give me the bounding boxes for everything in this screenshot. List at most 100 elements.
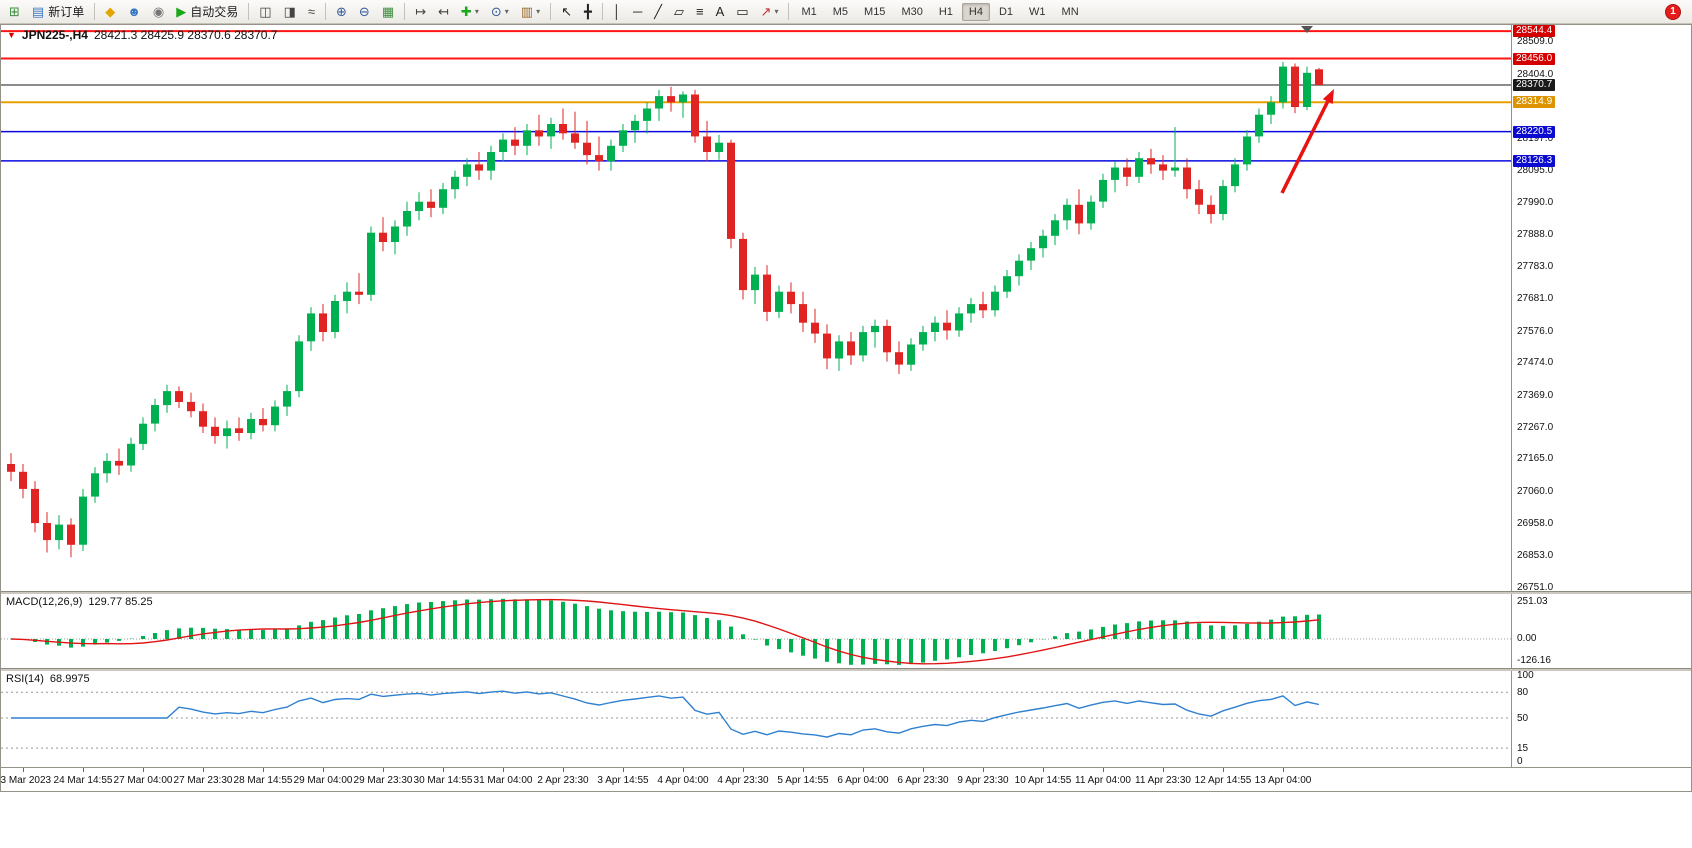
chart-shift-button[interactable]: ↤: [433, 2, 454, 22]
rsi-name: RSI(14): [6, 673, 44, 685]
bar-chart-icon: ◫: [259, 4, 272, 19]
new-order-button[interactable]: ▤ 新订单: [27, 2, 89, 22]
chevron-down-icon: ▾: [474, 7, 479, 16]
zoom-in-icon: ⊕: [336, 4, 347, 19]
timeframe-m5[interactable]: M5: [832, 5, 849, 18]
time-tick: [803, 768, 804, 772]
timeframe-mn[interactable]: MN: [1061, 5, 1079, 18]
news-button[interactable]: ◉: [148, 2, 169, 22]
indicators-button[interactable]: ✚ ▾: [456, 2, 484, 22]
timeframe-w1[interactable]: W1: [1029, 5, 1046, 18]
price-label: 27267.0: [1517, 422, 1554, 433]
rsi-plot[interactable]: [1, 671, 1511, 767]
price-label: 27165.0: [1517, 453, 1554, 464]
templates-icon: ▥: [520, 4, 534, 19]
zoom-in-button[interactable]: ⊕: [331, 2, 352, 22]
time-tick: [1103, 768, 1104, 772]
label-icon: ▭: [736, 4, 749, 19]
time-axis: 23 Mar 2023 24 Mar 14:55 27 Mar 04:00 27 Ma…: [0, 767, 1691, 791]
horizontal-line-icon: ─: [632, 4, 643, 19]
timeframe-m15[interactable]: M15: [864, 5, 886, 18]
tile-windows-icon: ▦: [381, 4, 395, 19]
price-label: 27576.0: [1517, 326, 1554, 337]
price-label: 27369.0: [1517, 390, 1554, 401]
vertical-line-icon: │: [612, 4, 621, 19]
profile-button[interactable]: ☻: [122, 2, 146, 22]
price-label: 27990.0: [1517, 197, 1554, 208]
timeframe-m1[interactable]: M1: [801, 5, 817, 18]
price-label: 27060.0: [1517, 486, 1554, 497]
trendline-button[interactable]: ╱: [649, 2, 667, 22]
new-chart-button[interactable]: ⊞: [4, 2, 25, 22]
time-tick: [383, 768, 384, 772]
text-button[interactable]: A: [711, 2, 730, 22]
new-order-icon: ▤: [31, 4, 45, 19]
periods-button[interactable]: ⊙ ▾: [486, 2, 514, 22]
arrows-button[interactable]: ↗ ▾: [756, 2, 784, 22]
time-label: 12 Apr 14:55: [1194, 775, 1252, 786]
symbol-marker-icon: ▼: [7, 30, 16, 40]
price-tag-28370.7: 28370.7: [1513, 79, 1556, 91]
price-label: 27783.0: [1517, 261, 1554, 272]
time-tick: [923, 768, 924, 772]
trend-arrow-annotation[interactable]: [1280, 89, 1334, 194]
bar-chart-button[interactable]: ◫: [254, 2, 276, 22]
panel-splitter[interactable]: [1, 591, 1691, 594]
cursor-button[interactable]: ↖: [556, 2, 577, 22]
time-tick: [203, 768, 204, 772]
timeframe-d1[interactable]: D1: [998, 5, 1014, 18]
new-order-button-label: 新订单: [48, 5, 85, 19]
autotrading-button[interactable]: ▶ 自动交易: [171, 2, 243, 22]
candlestick-chart-button[interactable]: ◨: [279, 2, 301, 22]
periods-icon: ⊙: [490, 4, 502, 19]
rsi-scale-80: 80: [1517, 687, 1529, 698]
auto-scroll-button[interactable]: ↦: [410, 2, 431, 22]
time-tick: [263, 768, 264, 772]
price-label: 27888.0: [1517, 229, 1554, 240]
notifications-badge[interactable]: 1: [1665, 3, 1681, 20]
toolbar-separator: [248, 3, 250, 20]
chart-window: 28509.0 28404.0 28197.0 28095.0 27990.0 27888…: [0, 24, 1692, 792]
fibonacci-button[interactable]: ≡: [691, 2, 709, 22]
price-tag-28456.0: 28456.0: [1513, 53, 1556, 65]
tile-windows-button[interactable]: ▦: [377, 2, 399, 22]
time-label: 29 Mar 04:00: [293, 775, 353, 786]
price-panel[interactable]: 28509.0 28404.0 28197.0 28095.0 27990.0 27888…: [1, 25, 1691, 593]
macd-plot[interactable]: [1, 594, 1511, 668]
timeframe-h4[interactable]: H4: [961, 2, 990, 21]
macd-panel[interactable]: 251.03 0.00 -126.16 MACD(12,26,9) 129.77 85…: [1, 594, 1691, 668]
time-label: 9 Apr 23:30: [957, 775, 1009, 786]
panel-splitter-2[interactable]: [1, 668, 1691, 671]
price-label: 28404.0: [1517, 69, 1554, 80]
time-label: 3 Apr 14:55: [597, 775, 649, 786]
time-label: 28 Mar 14:55: [233, 775, 293, 786]
vertical-line-button[interactable]: │: [608, 2, 626, 22]
price-plot[interactable]: [1, 25, 1511, 591]
timeframe-m30[interactable]: M30: [901, 5, 923, 18]
toolbar-separator: [94, 3, 96, 20]
time-label: 23 Mar 2023: [0, 775, 52, 786]
line-chart-button[interactable]: ≈: [303, 2, 320, 22]
chevron-down-icon: ▾: [504, 7, 509, 16]
time-label: 24 Mar 14:55: [53, 775, 113, 786]
timeframe-h1[interactable]: H1: [938, 5, 953, 18]
channel-button[interactable]: ▱: [669, 2, 689, 22]
time-label: 4 Apr 23:30: [717, 775, 769, 786]
chart-shift-marker-icon[interactable]: [1301, 26, 1313, 33]
time-tick: [683, 768, 684, 772]
zoom-out-button[interactable]: ⊖: [354, 2, 375, 22]
rsi-panel[interactable]: 100 80 50 15 0 RSI(14) 68.9975: [1, 670, 1691, 767]
rsi-scale-50: 50: [1517, 713, 1529, 724]
macd-signal-line: [10, 598, 1320, 665]
price-tag-28126.3: 28126.3: [1513, 155, 1556, 167]
crosshair-button[interactable]: ╋: [579, 2, 597, 22]
horizontal-line-button[interactable]: ─: [628, 2, 647, 22]
indicators-icon: ✚: [460, 4, 472, 19]
time-tick: [1043, 768, 1044, 772]
templates-button[interactable]: ▥ ▾: [516, 2, 545, 22]
time-label: 30 Mar 14:55: [413, 775, 473, 786]
mql5-community-button[interactable]: ◆: [100, 2, 120, 22]
trendline-icon: ╱: [654, 4, 662, 19]
label-button[interactable]: ▭: [731, 2, 753, 22]
toolbar-separator: [325, 3, 326, 20]
